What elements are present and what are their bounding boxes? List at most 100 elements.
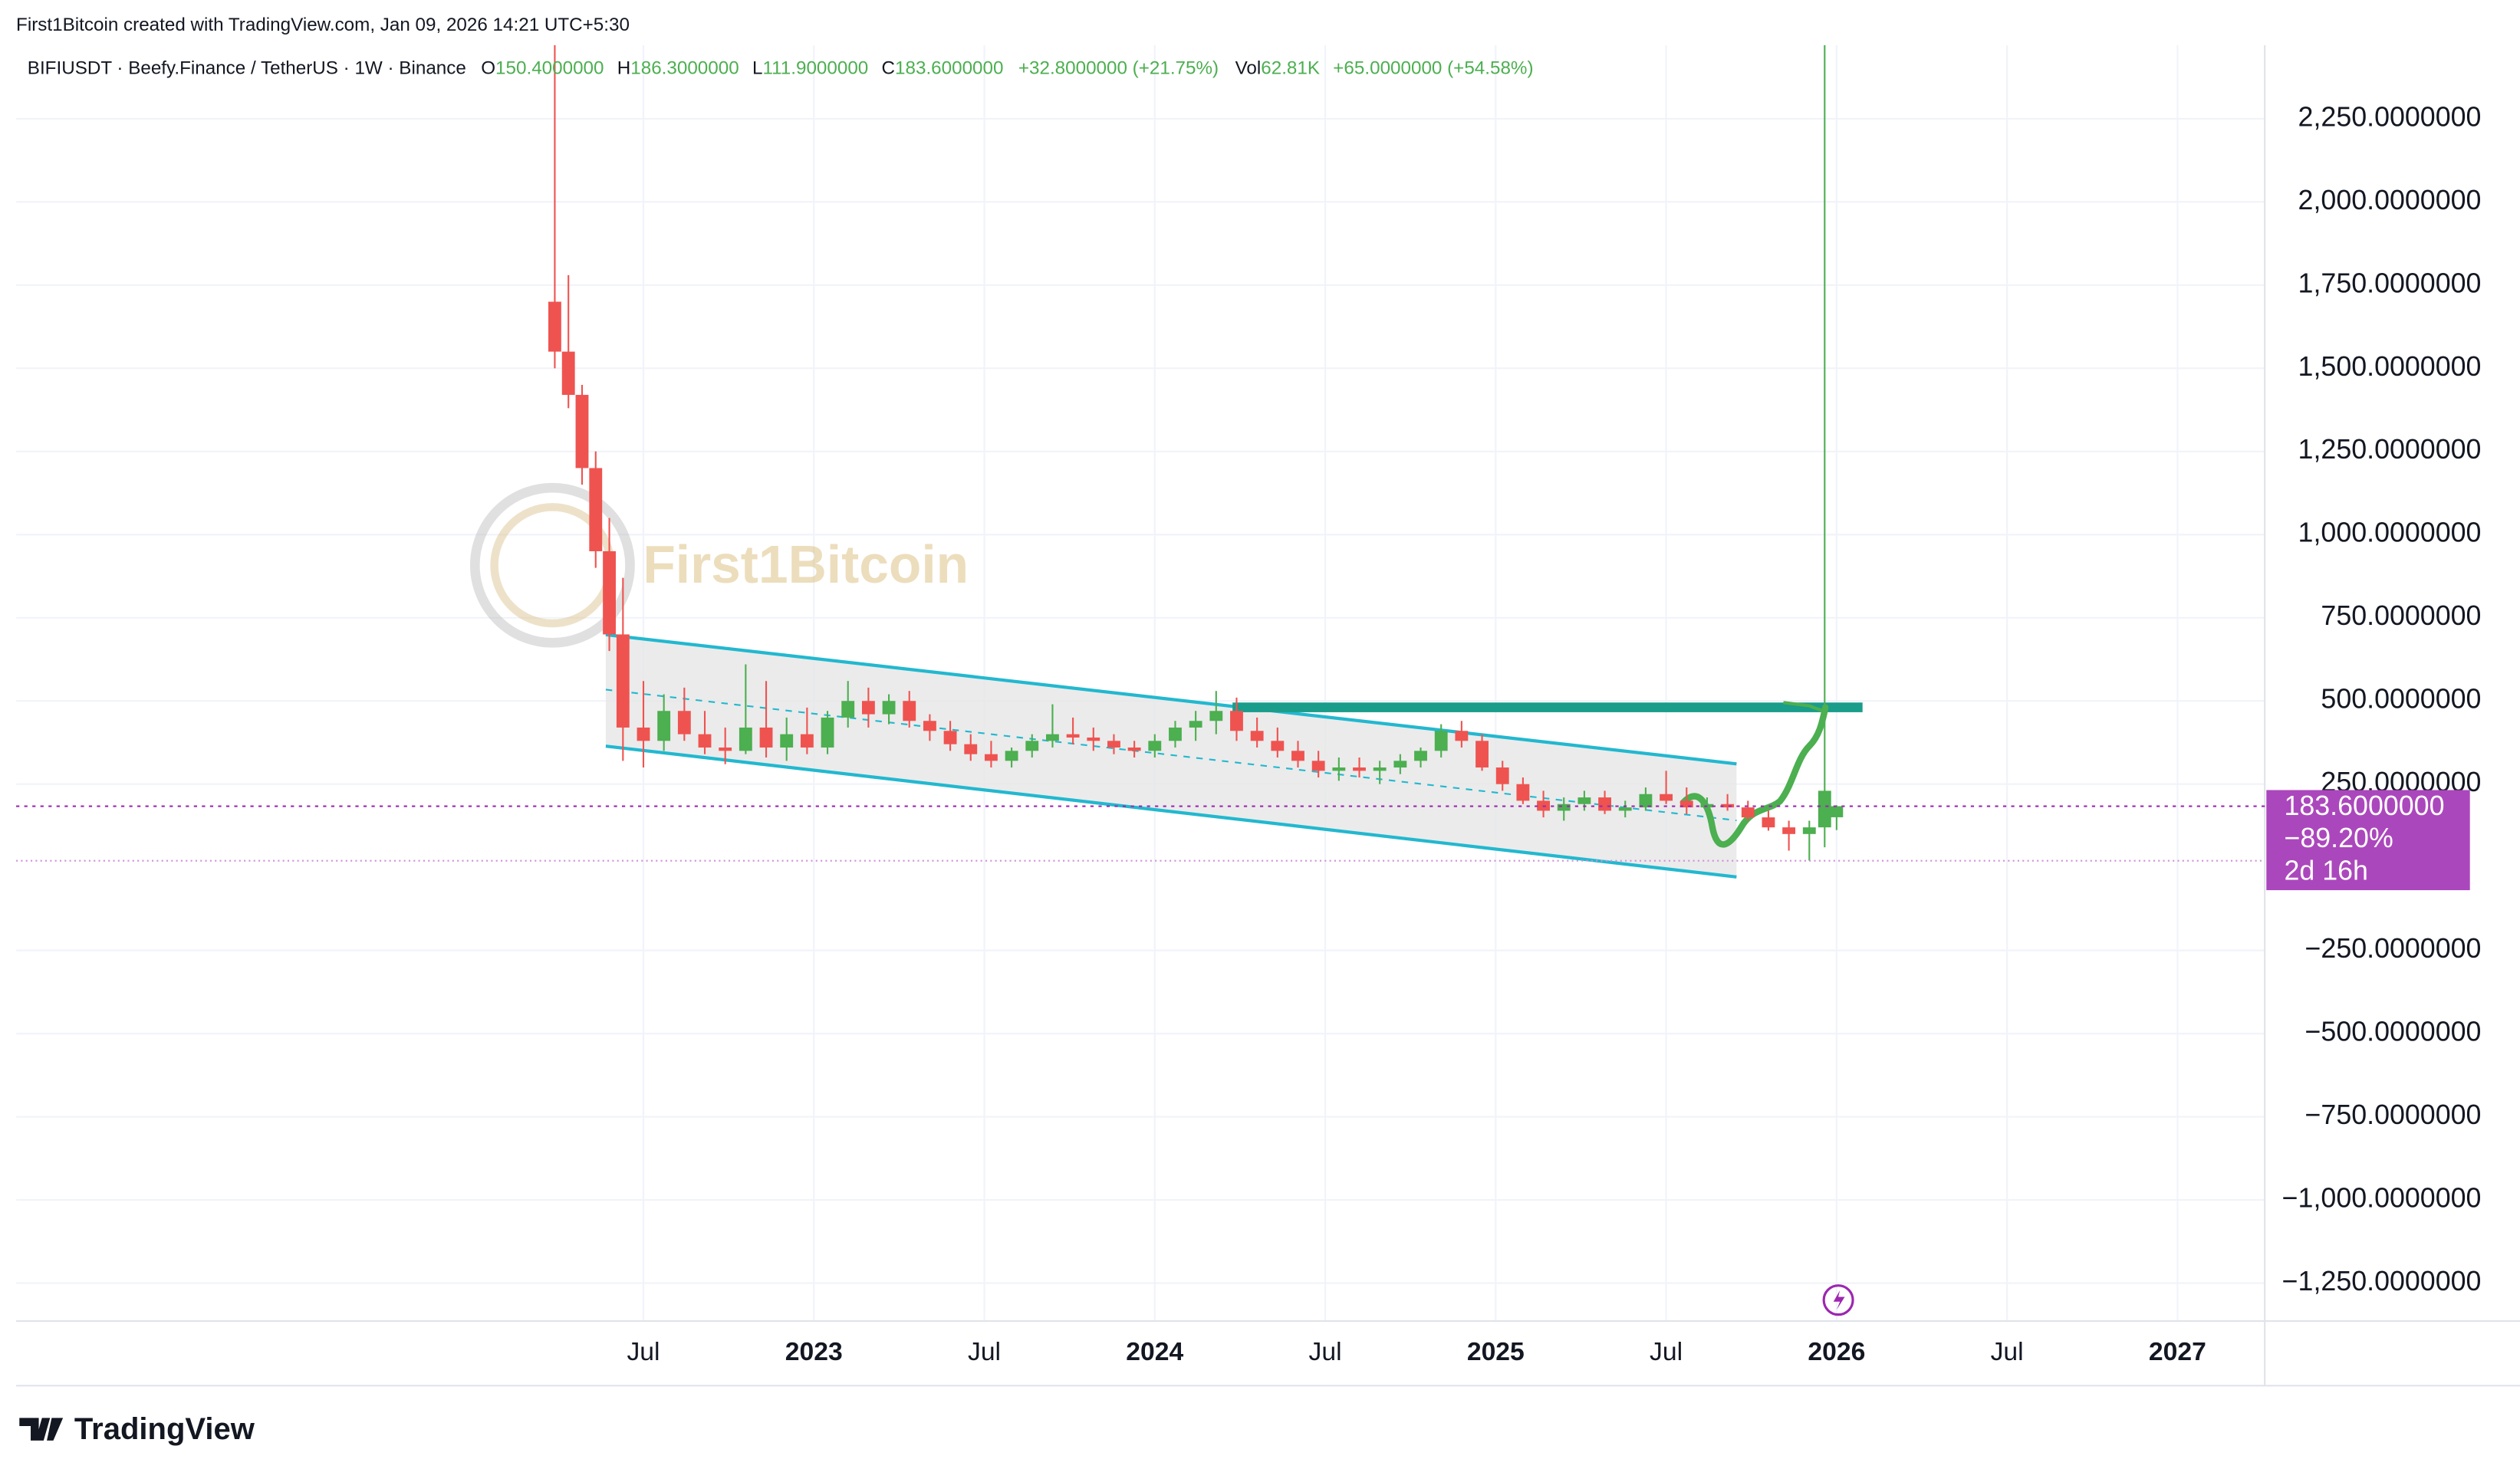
channel-mid — [605, 688, 1737, 822]
y-tick-label: 1,000.0000000 — [2298, 518, 2482, 548]
candle-body — [1434, 731, 1448, 751]
candle-body — [603, 550, 616, 635]
candle-body — [1169, 727, 1182, 741]
candle-body — [1495, 767, 1509, 784]
candle-body — [1577, 797, 1591, 804]
alert-icon — [1822, 1284, 1854, 1316]
candle-body — [780, 734, 794, 748]
vol-change: +65.0000000 (+54.58%) — [1333, 58, 1533, 79]
candle-body — [1005, 751, 1018, 761]
x-tick-label: Jul — [1650, 1337, 1683, 1366]
candle-body — [1393, 761, 1407, 768]
candle-body — [1332, 767, 1346, 771]
candle-body — [657, 711, 671, 741]
candle-body — [739, 727, 752, 751]
candle-body — [1271, 741, 1285, 751]
candle-body — [1373, 767, 1387, 771]
candle-body — [800, 734, 814, 748]
candle-body — [1762, 817, 1775, 828]
candle-body — [943, 731, 957, 744]
y-tick-label: −1,250.0000000 — [2282, 1266, 2482, 1296]
resistance-zone — [1232, 702, 1863, 712]
y-tick-label: 1,250.0000000 — [2298, 434, 2482, 465]
candle-body — [1189, 721, 1202, 728]
candle-body — [1830, 806, 1844, 817]
candle-body — [616, 634, 630, 728]
l-value: 111.9000000 — [762, 58, 868, 79]
candle-body — [1230, 711, 1243, 731]
y-tick-label: 2,250.0000000 — [2298, 101, 2482, 132]
channel-lower — [605, 744, 1737, 879]
change-label: −89.20% — [2284, 823, 2393, 853]
x-tick-label: 2024 — [1126, 1337, 1183, 1366]
candle-body — [1741, 807, 1755, 818]
candle-body — [1353, 767, 1366, 771]
candle-body — [821, 717, 834, 748]
symbol: BIFIUSDT · Beefy.Finance / TetherUS · 1W… — [28, 58, 466, 79]
candle-body — [1475, 741, 1489, 768]
x-tick-label: Jul — [968, 1337, 1001, 1366]
candle-body — [1414, 751, 1427, 761]
alert-bolt — [1833, 1290, 1845, 1310]
candle-body — [1209, 711, 1223, 721]
h-value: 186.3000000 — [630, 58, 739, 79]
candle-body — [964, 744, 978, 754]
y-tick-label: 2,000.0000000 — [2298, 185, 2482, 215]
countdown-label: 2d 16h — [2284, 855, 2367, 886]
candle-body — [759, 727, 773, 748]
candle-body — [1818, 790, 1831, 828]
attribution: First1Bitcoin created with TradingView.c… — [16, 15, 630, 35]
candle-body — [1639, 794, 1653, 808]
brand-name: TradingView — [74, 1412, 255, 1446]
y-tick-label: 750.0000000 — [2321, 600, 2481, 631]
candle-body — [1087, 737, 1100, 741]
candle-body — [1291, 751, 1304, 761]
y-tick-label: −500.0000000 — [2305, 1017, 2482, 1047]
channel-upper — [605, 633, 1737, 766]
candle-body — [1311, 761, 1325, 771]
x-tick-label: 2025 — [1467, 1337, 1525, 1366]
x-tick-label: 2027 — [2149, 1337, 2206, 1366]
watermark-text: First1Bitcoin — [643, 534, 969, 594]
candle-body — [1066, 734, 1080, 738]
candle-body — [984, 754, 998, 761]
brand: TradingView — [19, 1412, 255, 1446]
x-tick-label: Jul — [627, 1337, 660, 1366]
x-tick-label: 2026 — [1808, 1337, 1865, 1366]
price-label-box — [2266, 790, 2470, 891]
candle-body — [903, 701, 916, 721]
vol-key: Vol — [1235, 58, 1262, 79]
candle-body — [1025, 741, 1039, 751]
projection-path — [1679, 704, 1829, 848]
candle-body — [589, 468, 603, 551]
candle-body — [923, 721, 936, 731]
candle-body — [1107, 741, 1120, 748]
candle-body — [1557, 804, 1571, 811]
candle-body — [1660, 794, 1673, 801]
candle-body — [1127, 747, 1141, 751]
legend-line: BIFIUSDT · Beefy.Finance / TetherUS · 1W… — [28, 58, 1534, 79]
x-tick-label: Jul — [1309, 1337, 1342, 1366]
price-label: 183.6000000 — [2284, 790, 2444, 821]
c-key: C — [882, 58, 896, 79]
watermark-ring — [469, 482, 635, 648]
brand-logo — [19, 1418, 64, 1441]
y-tick-label: 500.0000000 — [2321, 684, 2481, 715]
c-value: 183.6000000 — [895, 58, 1003, 79]
candle-body — [1455, 731, 1469, 741]
l-key: L — [752, 58, 762, 79]
vol-value: 62.81K — [1261, 58, 1320, 79]
candle-body — [841, 701, 855, 718]
candle-body — [719, 747, 732, 751]
candle-body — [1721, 804, 1735, 808]
candle-body — [575, 395, 589, 468]
y-tick-label: 1,750.0000000 — [2298, 268, 2482, 298]
candle-body — [1618, 807, 1632, 811]
candle-body — [1250, 731, 1264, 741]
candle-body — [1148, 741, 1162, 751]
candle-body — [561, 351, 575, 396]
candle-body — [1782, 827, 1796, 834]
h-key: H — [617, 58, 630, 79]
